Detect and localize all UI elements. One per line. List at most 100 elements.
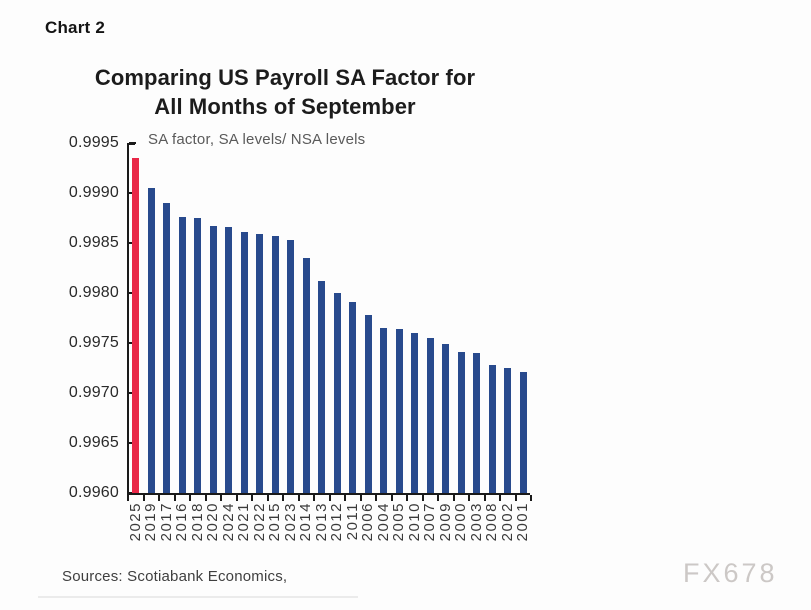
x-tick-label-text: 2013	[312, 502, 330, 542]
watermark: FX678	[683, 558, 778, 588]
x-tick-label-text: 2018	[188, 502, 206, 542]
bar-2020	[209, 226, 217, 493]
bar-2011	[349, 302, 357, 493]
x-axis-tick	[437, 495, 439, 501]
x-tick-label-text: 2011	[343, 502, 361, 541]
bar-2022	[256, 234, 264, 493]
chart-number-label: Chart 2	[45, 18, 105, 37]
x-tick-label-text: 2000	[452, 502, 470, 542]
x-tick-label-text: 2006	[359, 502, 377, 542]
x-axis-tick	[220, 495, 222, 501]
x-axis-tick	[313, 495, 315, 501]
bar-2004	[380, 328, 388, 493]
x-axis-tick	[514, 495, 517, 501]
x-axis-tick	[452, 495, 455, 501]
bar-2008	[488, 365, 496, 493]
x-axis-tick	[142, 495, 145, 501]
x-axis-tick	[173, 495, 176, 501]
x-axis-tick	[127, 495, 129, 501]
bar-2018	[194, 218, 202, 493]
bar-2024	[225, 227, 233, 493]
bar-2015	[271, 236, 279, 493]
x-axis-tick	[468, 495, 470, 501]
y-tick-label-0.9995: 0.9995	[68, 134, 119, 151]
x-tick-label-text: 2007	[421, 502, 439, 542]
y-axis-top-tick	[127, 143, 135, 145]
bar-2014	[302, 258, 310, 493]
bar-2016	[178, 217, 186, 493]
x-axis-tick	[266, 495, 269, 501]
x-tick-label-text: 2016	[173, 502, 191, 542]
x-axis-line	[127, 493, 530, 495]
bar-2007	[426, 338, 434, 493]
x-tick-label-2012: 2012	[328, 502, 346, 560]
x-tick-label-text: 2009	[436, 502, 454, 542]
x-tick-label-2019: 2019	[142, 502, 160, 560]
x-tick-label-text: 2022	[250, 502, 268, 542]
x-tick-label-2015: 2015	[266, 502, 284, 560]
x-tick-label-2008: 2008	[483, 502, 501, 560]
x-tick-label-text: 2008	[483, 502, 501, 542]
x-tick-label-text: 2010	[405, 502, 423, 542]
x-axis-tick	[235, 495, 238, 501]
bar-2019	[147, 188, 155, 493]
bar-2002	[504, 368, 512, 493]
x-tick-label-text: 2004	[374, 502, 392, 542]
x-axis-tick	[344, 495, 346, 501]
x-tick-label-text: 2014	[297, 502, 315, 542]
x-tick-label-text: 2019	[142, 502, 160, 542]
x-tick-label-text: 2025	[126, 502, 144, 542]
x-axis-tick	[158, 495, 160, 501]
bar-2023	[287, 240, 295, 493]
x-tick-label-2007: 2007	[421, 502, 439, 560]
bar-2012	[333, 293, 341, 493]
y-tick-label-0.9985: 0.9985	[68, 234, 119, 251]
x-tick-label-text: 2015	[266, 502, 284, 542]
y-tick-label-0.9960: 0.9960	[68, 484, 119, 501]
x-axis-tick	[359, 495, 362, 501]
bar-2017	[163, 203, 171, 493]
x-axis-tick	[406, 495, 408, 501]
bar-2021	[240, 232, 248, 493]
bar-2003	[473, 353, 481, 493]
x-axis-tick	[530, 495, 532, 501]
bar-2000	[457, 352, 465, 493]
bar-2006	[364, 315, 372, 493]
y-axis-tick	[129, 492, 136, 494]
x-axis-tick	[297, 495, 300, 501]
x-tick-label-2006: 2006	[359, 502, 377, 560]
x-axis-tick	[499, 495, 501, 501]
x-tick-label-text: 2020	[204, 502, 222, 542]
x-tick-label-text: 2001	[514, 502, 532, 542]
x-tick-label-text: 2002	[498, 502, 516, 542]
x-axis-tick	[189, 495, 191, 501]
axis-units-label: SA factor, SA levels/ NSA levels	[148, 131, 366, 148]
x-tick-label-text: 2005	[390, 502, 408, 542]
chart-title-line2: All Months of September	[154, 94, 416, 119]
x-axis-tick	[204, 495, 207, 501]
x-axis-tick	[390, 495, 393, 501]
bar-2005	[395, 329, 403, 493]
x-tick-label-2020: 2020	[204, 502, 222, 560]
y-tick-label-0.9965: 0.9965	[68, 434, 119, 451]
chart-title: Comparing US Payroll SA Factor for All M…	[35, 63, 535, 121]
bar-2010	[411, 333, 419, 493]
bar-2025	[132, 158, 140, 493]
x-tick-label-text: 2021	[235, 502, 253, 542]
y-tick-label-0.9980: 0.9980	[68, 284, 119, 301]
x-tick-label-2001: 2001	[514, 502, 532, 560]
x-tick-label-text: 2012	[328, 502, 346, 542]
x-tick-label-2005: 2005	[390, 502, 408, 560]
x-tick-label-text: 2003	[467, 502, 485, 542]
y-axis-line	[127, 143, 129, 495]
x-axis-tick	[282, 495, 284, 501]
source-note: Sources: Scotiabank Economics,	[62, 568, 288, 585]
y-axis-tick	[129, 142, 136, 144]
bar-2009	[442, 344, 450, 493]
x-axis-tick	[375, 495, 377, 501]
x-axis-tick	[421, 495, 424, 501]
x-tick-label-text: 2023	[281, 502, 299, 542]
x-axis-tick	[251, 495, 253, 501]
x-axis-tick	[328, 495, 331, 501]
